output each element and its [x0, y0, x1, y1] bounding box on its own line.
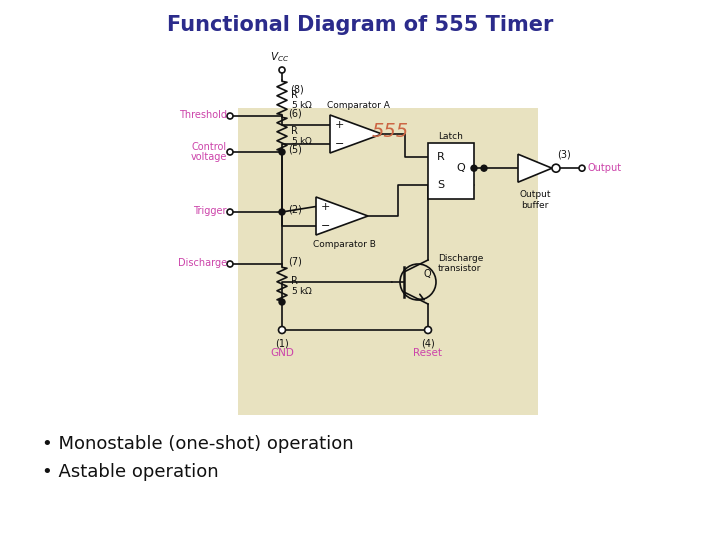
Text: Output: Output — [587, 163, 621, 173]
Text: (3): (3) — [557, 149, 571, 159]
Text: (2): (2) — [288, 205, 302, 215]
Text: 5 k$\Omega$: 5 k$\Omega$ — [291, 136, 313, 146]
Text: 555: 555 — [372, 122, 408, 141]
Circle shape — [279, 209, 285, 215]
Text: $V_{CC}$: $V_{CC}$ — [271, 50, 289, 64]
Circle shape — [279, 327, 286, 334]
Text: Discharge
transistor: Discharge transistor — [438, 254, 483, 273]
Text: −: − — [321, 220, 330, 231]
Text: −: − — [335, 138, 344, 149]
Circle shape — [579, 165, 585, 171]
Bar — [428, 143, 474, 199]
Text: S: S — [437, 180, 444, 190]
Text: R: R — [437, 152, 445, 162]
Polygon shape — [518, 154, 552, 182]
Bar — [238, 108, 538, 415]
Text: (4): (4) — [421, 338, 435, 348]
Text: (5): (5) — [288, 145, 302, 155]
Text: Functional Diagram of 555 Timer: Functional Diagram of 555 Timer — [167, 15, 553, 35]
Text: Reset: Reset — [413, 348, 443, 358]
Polygon shape — [330, 115, 382, 153]
Text: Q: Q — [456, 163, 466, 173]
Text: Control: Control — [192, 142, 227, 152]
Text: Comparator A: Comparator A — [327, 101, 390, 110]
Text: GND: GND — [270, 348, 294, 358]
Text: Output
buffer: Output buffer — [519, 190, 551, 210]
Circle shape — [227, 261, 233, 267]
Text: Discharge: Discharge — [178, 258, 227, 268]
Text: +: + — [335, 119, 344, 130]
Text: 5 k$\Omega$: 5 k$\Omega$ — [291, 99, 313, 111]
Text: Latch: Latch — [438, 132, 464, 141]
Circle shape — [227, 149, 233, 155]
Text: +: + — [321, 201, 330, 212]
Polygon shape — [316, 197, 368, 235]
Circle shape — [481, 165, 487, 171]
Circle shape — [227, 113, 233, 119]
Circle shape — [279, 299, 285, 305]
Text: • Astable operation: • Astable operation — [42, 463, 219, 481]
Circle shape — [279, 149, 285, 155]
Circle shape — [227, 209, 233, 215]
Circle shape — [471, 165, 477, 171]
Text: (6): (6) — [288, 109, 302, 119]
Text: voltage: voltage — [191, 152, 227, 162]
Text: Trigger: Trigger — [194, 206, 227, 216]
Text: Threshold: Threshold — [179, 110, 227, 120]
Circle shape — [552, 164, 560, 172]
Text: R: R — [291, 90, 298, 100]
Circle shape — [425, 327, 431, 334]
Text: R: R — [291, 276, 298, 286]
Text: 5 k$\Omega$: 5 k$\Omega$ — [291, 286, 313, 296]
Text: (7): (7) — [288, 257, 302, 267]
Text: (1): (1) — [275, 338, 289, 348]
Text: Q: Q — [424, 269, 431, 279]
Text: (8): (8) — [290, 84, 304, 94]
Text: R: R — [291, 126, 298, 136]
Text: • Monostable (one-shot) operation: • Monostable (one-shot) operation — [42, 435, 354, 453]
Circle shape — [279, 67, 285, 73]
Text: Comparator B: Comparator B — [312, 240, 375, 249]
